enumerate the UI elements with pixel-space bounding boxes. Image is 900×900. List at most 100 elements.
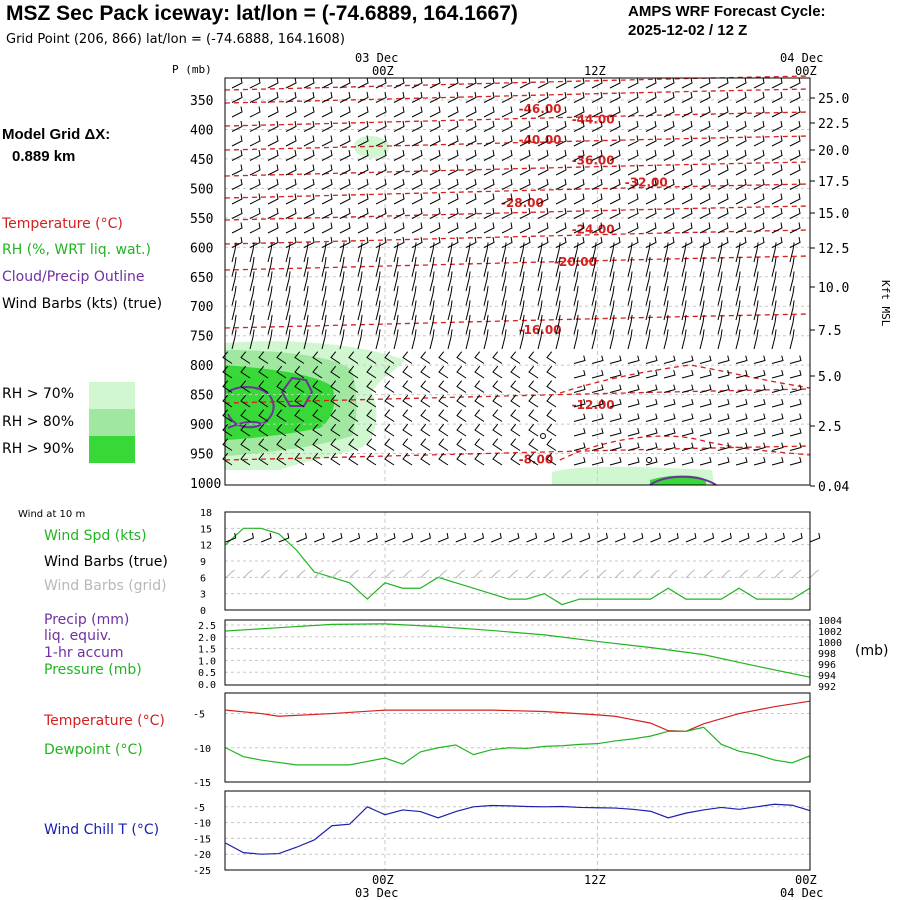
height-axis-title: Kft MSL <box>879 280 892 327</box>
wind-barb <box>699 207 711 219</box>
wind-barb <box>519 207 531 219</box>
wind-barb <box>681 384 694 393</box>
wind-barb <box>753 135 765 147</box>
wind-barb <box>591 120 603 132</box>
wind-barb-true <box>738 532 750 543</box>
wind-barb <box>375 91 387 103</box>
wind-barb-grid <box>313 569 324 579</box>
wind-barb <box>528 452 539 466</box>
wind-barb <box>447 222 459 234</box>
wind-barb-grid <box>632 569 643 579</box>
wind-barb <box>663 242 669 263</box>
wind-barb <box>267 106 279 118</box>
wind-tick-label: 12 <box>200 541 212 552</box>
wind-barb <box>285 329 291 350</box>
wind-barb <box>573 314 579 335</box>
wind-barb <box>438 380 449 393</box>
wind-barb <box>546 438 557 451</box>
wind-barb <box>699 398 712 408</box>
wind-barb <box>420 380 431 393</box>
wind-barb <box>789 442 802 451</box>
wind-barb <box>267 77 279 89</box>
wind-barb <box>735 442 748 451</box>
wind-barb-true <box>455 532 467 543</box>
wind-barb <box>753 329 759 350</box>
wind-barb <box>699 413 712 422</box>
wind-barb <box>249 285 255 306</box>
wind-barb <box>339 242 345 263</box>
wind-barb <box>321 222 333 234</box>
wind-barb <box>591 149 603 161</box>
wind-barb <box>231 256 237 277</box>
wind-barb <box>591 135 603 147</box>
wind-barb <box>447 329 453 350</box>
wind-barb <box>735 285 741 306</box>
wind-barb <box>294 438 305 451</box>
wind-barb <box>735 256 741 277</box>
wind-barb <box>375 164 387 176</box>
wind-barb <box>681 193 693 205</box>
wind-barb <box>528 423 539 437</box>
wind-barb <box>645 207 657 219</box>
wind-barb <box>357 135 369 147</box>
wind-barb <box>555 149 567 161</box>
wind-barb <box>627 236 639 248</box>
wind-barb <box>312 380 323 393</box>
wind-barb <box>591 300 597 321</box>
wind-barb <box>645 178 657 190</box>
wind-barb <box>537 300 543 321</box>
wind-barb <box>717 135 729 147</box>
wind-barb <box>591 442 604 451</box>
wind-barb <box>753 178 765 190</box>
wind-barb <box>735 413 748 422</box>
wind-barb <box>645 285 651 306</box>
wind-barb <box>303 222 315 234</box>
wind-barb <box>402 452 413 466</box>
wind-barb <box>456 351 467 364</box>
wind-barb <box>627 164 639 176</box>
wind-barb <box>321 329 327 350</box>
wind-barb <box>681 456 694 466</box>
wind-barb <box>573 91 585 103</box>
rh70-swatch <box>89 382 135 409</box>
wind-barb <box>681 369 694 379</box>
wind-barb <box>699 300 705 321</box>
wind-barb <box>645 193 657 205</box>
top-axis-time: 00Z <box>795 64 817 78</box>
wind-barb <box>357 329 363 350</box>
wind-barb <box>609 91 621 103</box>
pressure-tick-label-right: 994 <box>818 671 836 682</box>
wind-barb <box>645 77 657 89</box>
wind-barb <box>609 442 622 451</box>
height-tick-label: 22.5 <box>818 117 849 132</box>
wind-barb <box>501 329 507 350</box>
cloud-outline-1 <box>227 386 275 429</box>
wind-barb <box>663 164 675 176</box>
wind-barb <box>285 178 297 190</box>
wind-barb <box>357 91 369 103</box>
wind-barb <box>501 236 513 248</box>
wind-barb-grid <box>508 569 519 579</box>
wind-barb <box>591 271 597 292</box>
wind-barb <box>627 398 640 408</box>
wind-barb <box>231 314 237 335</box>
wind-barb <box>609 300 615 321</box>
wind-barb <box>285 285 291 306</box>
wind-barb <box>447 77 459 89</box>
wind-tick-label: 15 <box>200 524 212 535</box>
wind-barb <box>627 91 639 103</box>
wind-barb <box>537 135 549 147</box>
wind-barb <box>663 193 675 205</box>
wind-barb <box>438 409 449 422</box>
wind-barb-grid <box>703 569 713 579</box>
wind-barb <box>339 120 351 132</box>
wind-barb <box>717 300 723 321</box>
wind-barb <box>375 329 381 350</box>
wind-barb <box>699 369 712 379</box>
wind-barb <box>717 456 730 466</box>
wind-barb <box>537 193 549 205</box>
wind-barb-grid <box>791 569 802 579</box>
wind-barb <box>519 149 531 161</box>
wind-barb <box>501 300 507 321</box>
isotherm-line <box>224 135 811 151</box>
